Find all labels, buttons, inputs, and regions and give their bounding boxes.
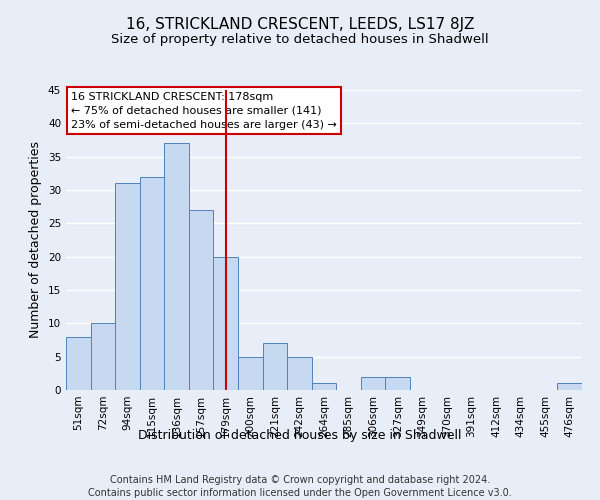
Bar — [66, 336, 91, 390]
Bar — [361, 376, 385, 390]
Bar — [214, 256, 238, 390]
Bar — [312, 384, 336, 390]
Bar — [91, 324, 115, 390]
Bar — [164, 144, 189, 390]
Text: 16 STRICKLAND CRESCENT: 178sqm
← 75% of detached houses are smaller (141)
23% of: 16 STRICKLAND CRESCENT: 178sqm ← 75% of … — [71, 92, 337, 130]
Bar — [287, 356, 312, 390]
Text: Contains public sector information licensed under the Open Government Licence v3: Contains public sector information licen… — [88, 488, 512, 498]
Text: 16, STRICKLAND CRESCENT, LEEDS, LS17 8JZ: 16, STRICKLAND CRESCENT, LEEDS, LS17 8JZ — [126, 18, 474, 32]
Bar — [115, 184, 140, 390]
Bar — [263, 344, 287, 390]
Y-axis label: Number of detached properties: Number of detached properties — [29, 142, 43, 338]
Text: Distribution of detached houses by size in Shadwell: Distribution of detached houses by size … — [138, 428, 462, 442]
Bar — [189, 210, 214, 390]
Bar — [557, 384, 582, 390]
Text: Size of property relative to detached houses in Shadwell: Size of property relative to detached ho… — [111, 32, 489, 46]
Text: Contains HM Land Registry data © Crown copyright and database right 2024.: Contains HM Land Registry data © Crown c… — [110, 475, 490, 485]
Bar — [238, 356, 263, 390]
Bar — [140, 176, 164, 390]
Bar — [385, 376, 410, 390]
